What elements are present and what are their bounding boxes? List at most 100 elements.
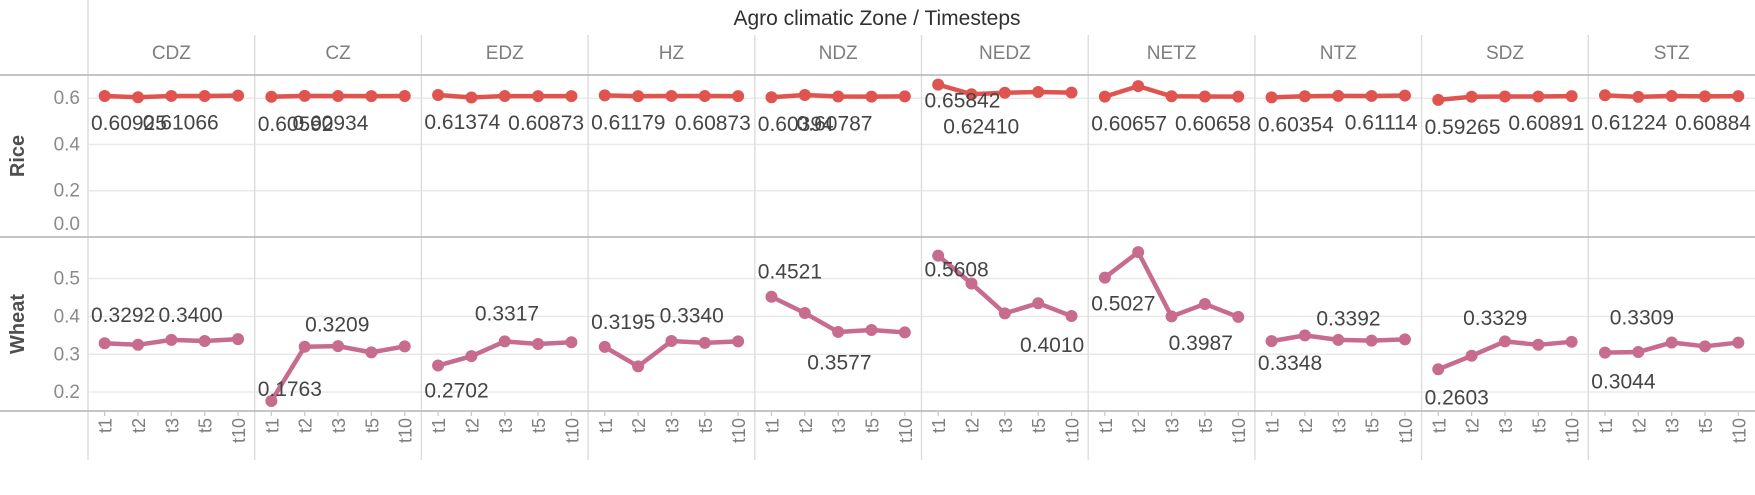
rice-point-NTZ-t5[interactable] [1365, 89, 1378, 102]
wheat-point-HZ-t1[interactable] [598, 340, 611, 353]
rice-point-NTZ-t10[interactable] [1398, 89, 1411, 102]
wheat-point-CZ-t10[interactable] [398, 340, 411, 353]
rice-point-SDZ-t10[interactable] [1565, 90, 1578, 103]
wheat-point-SDZ-t5[interactable] [1532, 338, 1545, 351]
rice-point-NETZ-t10[interactable] [1232, 90, 1245, 103]
wheat-point-SDZ-t3[interactable] [1498, 335, 1511, 348]
rice-point-EDZ-t3[interactable] [498, 90, 511, 103]
rice-point-SDZ-t1[interactable] [1432, 93, 1445, 106]
rice-point-CZ-t1[interactable] [265, 90, 278, 103]
wheat-point-NTZ-t3[interactable] [1332, 333, 1345, 346]
wheat-point-NEDZ-t5[interactable] [1032, 297, 1045, 310]
rice-point-CDZ-t2[interactable] [132, 91, 145, 104]
rice-point-STZ-t10[interactable] [1732, 90, 1745, 103]
rice-point-CDZ-t10[interactable] [232, 89, 245, 102]
rice-point-HZ-t10[interactable] [732, 90, 745, 103]
wheat-point-SDZ-t2[interactable] [1465, 349, 1478, 362]
rice-point-NEDZ-t2[interactable] [965, 88, 978, 101]
rice-point-EDZ-t1[interactable] [432, 88, 445, 101]
rice-point-NETZ-t2[interactable] [1132, 80, 1145, 93]
wheat-point-CZ-t3[interactable] [332, 340, 345, 353]
wheat-point-CZ-t5[interactable] [365, 346, 378, 359]
rice-point-CZ-t5[interactable] [365, 90, 378, 103]
rice-point-SDZ-t3[interactable] [1498, 90, 1511, 103]
wheat-point-NETZ-t2[interactable] [1132, 246, 1145, 259]
wheat-point-NEDZ-t3[interactable] [998, 307, 1011, 320]
rice-point-STZ-t5[interactable] [1698, 90, 1711, 103]
wheat-point-EDZ-t2[interactable] [465, 350, 478, 363]
rice-point-CDZ-t3[interactable] [165, 89, 178, 102]
rice-point-NDZ-t2[interactable] [798, 89, 811, 102]
rice-point-NETZ-t5[interactable] [1198, 90, 1211, 103]
wheat-point-NDZ-t3[interactable] [832, 325, 845, 338]
wheat-point-NDZ-t10[interactable] [898, 326, 911, 339]
rice-point-NDZ-t10[interactable] [898, 90, 911, 103]
wheat-point-SDZ-t1[interactable] [1432, 363, 1445, 376]
rice-point-NEDZ-t3[interactable] [998, 86, 1011, 99]
wheat-point-CDZ-t2[interactable] [132, 338, 145, 351]
rice-point-NETZ-t3[interactable] [1165, 90, 1178, 103]
wheat-point-NEDZ-t1[interactable] [932, 249, 945, 262]
rice-point-EDZ-t5[interactable] [532, 90, 545, 103]
wheat-point-NTZ-t10[interactable] [1398, 333, 1411, 346]
wheat-point-EDZ-t3[interactable] [498, 335, 511, 348]
rice-point-CZ-t10[interactable] [398, 89, 411, 102]
rice-point-NETZ-t1[interactable] [1098, 90, 1111, 103]
rice-point-HZ-t2[interactable] [632, 90, 645, 103]
rice-point-NDZ-t1[interactable] [765, 91, 778, 104]
rice-point-NTZ-t1[interactable] [1265, 91, 1278, 104]
wheat-point-STZ-t2[interactable] [1632, 345, 1645, 358]
rice-point-NDZ-t3[interactable] [832, 90, 845, 103]
wheat-point-NETZ-t3[interactable] [1165, 310, 1178, 323]
wheat-point-EDZ-t5[interactable] [532, 338, 545, 351]
rice-point-EDZ-t10[interactable] [565, 90, 578, 103]
rice-point-NEDZ-t1[interactable] [932, 78, 945, 91]
wheat-point-EDZ-t1[interactable] [432, 359, 445, 372]
wheat-point-NDZ-t2[interactable] [798, 307, 811, 320]
wheat-point-NTZ-t1[interactable] [1265, 335, 1278, 348]
rice-point-NEDZ-t5[interactable] [1032, 86, 1045, 99]
wheat-point-HZ-t5[interactable] [698, 336, 711, 349]
rice-point-STZ-t3[interactable] [1665, 90, 1678, 103]
wheat-point-HZ-t2[interactable] [632, 360, 645, 373]
wheat-point-CDZ-t1[interactable] [98, 337, 111, 350]
wheat-point-NEDZ-t2[interactable] [965, 277, 978, 290]
rice-point-HZ-t1[interactable] [598, 89, 611, 102]
rice-point-NEDZ-t10[interactable] [1065, 86, 1078, 99]
rice-point-SDZ-t5[interactable] [1532, 90, 1545, 103]
rice-point-CDZ-t5[interactable] [198, 90, 211, 103]
wheat-point-STZ-t10[interactable] [1732, 336, 1745, 349]
wheat-point-NDZ-t5[interactable] [865, 324, 878, 337]
rice-point-CZ-t2[interactable] [298, 89, 311, 102]
wheat-point-NETZ-t5[interactable] [1198, 297, 1211, 310]
wheat-point-NDZ-t1[interactable] [765, 290, 778, 303]
wheat-point-NETZ-t10[interactable] [1232, 310, 1245, 323]
rice-point-STZ-t1[interactable] [1598, 89, 1611, 102]
wheat-point-SDZ-t10[interactable] [1565, 335, 1578, 348]
wheat-point-EDZ-t10[interactable] [565, 336, 578, 349]
rice-point-NTZ-t2[interactable] [1298, 90, 1311, 103]
wheat-point-NTZ-t2[interactable] [1298, 329, 1311, 342]
wheat-point-CDZ-t10[interactable] [232, 333, 245, 346]
rice-point-SDZ-t2[interactable] [1465, 90, 1478, 103]
wheat-point-NEDZ-t10[interactable] [1065, 310, 1078, 323]
wheat-point-STZ-t5[interactable] [1698, 340, 1711, 353]
wheat-point-NTZ-t5[interactable] [1365, 334, 1378, 347]
wheat-point-STZ-t3[interactable] [1665, 336, 1678, 349]
wheat-point-NETZ-t1[interactable] [1098, 271, 1111, 284]
rice-point-HZ-t5[interactable] [698, 90, 711, 103]
rice-point-CDZ-t1[interactable] [98, 90, 111, 103]
rice-point-NTZ-t3[interactable] [1332, 89, 1345, 102]
rice-point-STZ-t2[interactable] [1632, 90, 1645, 103]
wheat-point-CDZ-t3[interactable] [165, 333, 178, 346]
rice-point-NDZ-t5[interactable] [865, 90, 878, 103]
wheat-point-HZ-t3[interactable] [665, 335, 678, 348]
wheat-point-CZ-t1[interactable] [265, 395, 278, 408]
rice-point-EDZ-t2[interactable] [465, 91, 478, 104]
rice-point-HZ-t3[interactable] [665, 89, 678, 102]
wheat-point-STZ-t1[interactable] [1598, 346, 1611, 359]
rice-point-CZ-t3[interactable] [332, 90, 345, 103]
wheat-point-HZ-t10[interactable] [732, 335, 745, 348]
wheat-point-CDZ-t5[interactable] [198, 335, 211, 348]
wheat-point-CZ-t2[interactable] [298, 340, 311, 353]
